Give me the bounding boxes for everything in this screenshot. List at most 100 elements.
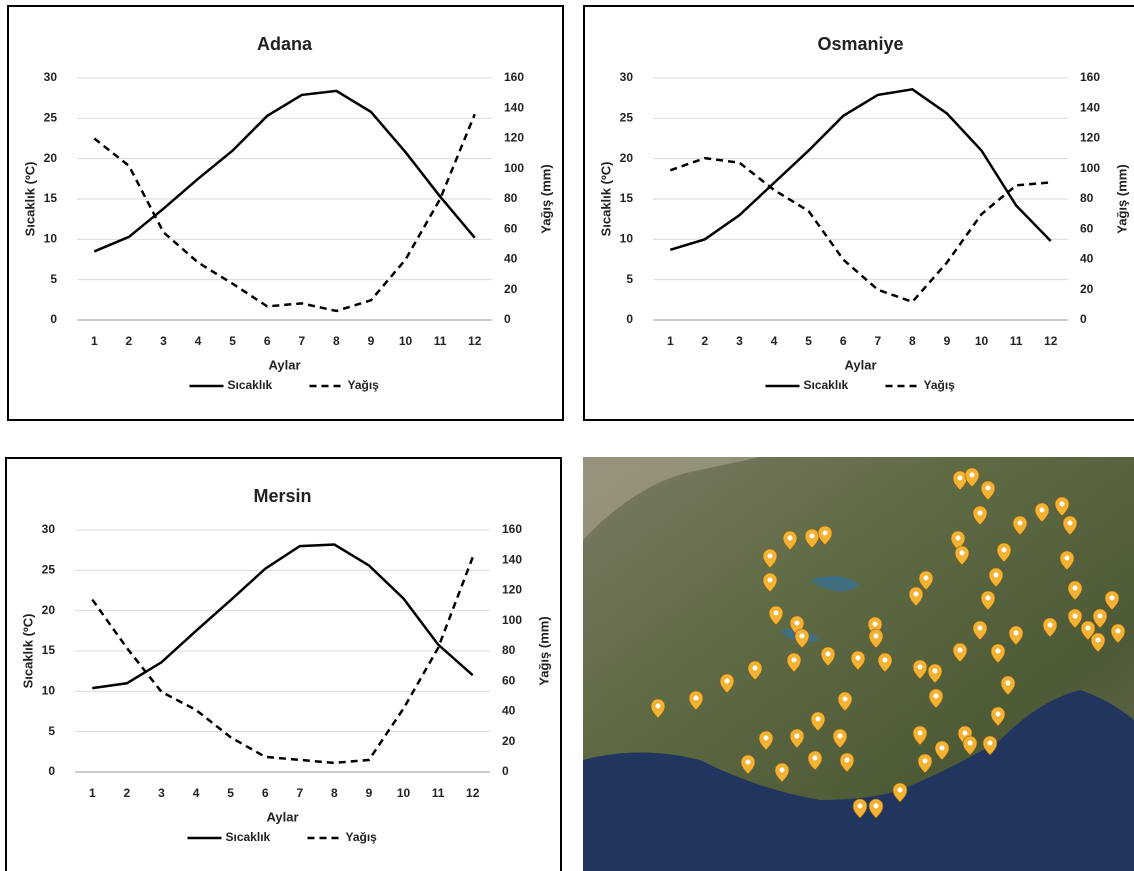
y2-tick-label: 20	[504, 282, 518, 296]
x-tick-label: 9	[944, 334, 951, 348]
x-tick-label: 5	[227, 786, 234, 800]
y-tick-label: 30	[44, 70, 58, 84]
map-pin-dot	[845, 758, 850, 763]
x-tick-label: 10	[975, 334, 989, 348]
y-axis-title: Sıcaklık (ºC)	[598, 162, 613, 237]
y2-tick-label: 0	[504, 312, 511, 326]
map-pin-dot	[874, 634, 879, 639]
x-tick-label: 6	[264, 334, 271, 348]
y-tick-label: 5	[50, 272, 57, 286]
x-tick-label: 11	[432, 786, 445, 800]
map-pin-dot	[813, 756, 818, 761]
x-axis-title: Aylar	[266, 809, 298, 824]
map-pin-dot	[970, 473, 975, 478]
x-tick-label: 8	[909, 334, 916, 348]
map-pin-dot	[746, 760, 751, 765]
x-tick-label: 2	[126, 334, 133, 348]
x-tick-label: 12	[1044, 334, 1058, 348]
y-tick-label: 0	[50, 312, 57, 326]
map-pin-dot	[858, 804, 863, 809]
x-tick-label: 8	[333, 334, 340, 348]
x-tick-label: 2	[702, 334, 709, 348]
x-tick-label: 6	[262, 786, 269, 800]
map-pin-dot	[1116, 629, 1121, 634]
map-pin-dot	[788, 536, 793, 541]
map-pin-dot	[988, 741, 993, 746]
y-tick-label: 0	[626, 312, 633, 326]
map-pin-dot	[996, 649, 1001, 654]
map-pin-dot	[1002, 548, 1007, 553]
y-axis-title: Sıcaklık (ºC)	[22, 162, 37, 237]
x-tick-label: 7	[874, 334, 881, 348]
y-tick-label: 5	[626, 272, 633, 286]
y2-tick-label: 120	[1080, 131, 1100, 145]
y-tick-label: 25	[620, 111, 634, 125]
map-pin-dot	[1018, 521, 1023, 526]
map-pin-dot	[725, 679, 730, 684]
map-pin-dot	[764, 736, 769, 741]
map-pin-dot	[753, 666, 758, 671]
y2-tick-label: 40	[502, 704, 516, 718]
x-tick-label: 4	[771, 334, 778, 348]
map-pin-dot	[843, 697, 848, 702]
y2-tick-label: 120	[504, 131, 524, 145]
y-axis-title: Sıcaklık (ºC)	[20, 614, 35, 689]
map-pin-dot	[918, 731, 923, 736]
y2-tick-label: 0	[1080, 312, 1087, 326]
y2-axis-title: Yağış (mm)	[536, 616, 551, 685]
map-pin-dot	[694, 696, 699, 701]
y-tick-label: 5	[48, 724, 55, 738]
x-tick-label: 10	[397, 786, 411, 800]
map-pin-dot	[960, 551, 965, 556]
y2-tick-label: 140	[1080, 100, 1100, 114]
y-tick-label: 30	[42, 522, 56, 536]
y-tick-label: 15	[42, 643, 56, 657]
x-tick-label: 1	[89, 786, 96, 800]
map-pin-dot	[795, 621, 800, 626]
y2-tick-label: 160	[502, 522, 522, 536]
map-pin-dot	[994, 573, 999, 578]
map-pin-dot	[873, 622, 878, 627]
map-pin-dot	[1048, 623, 1053, 628]
legend-label: Sıcaklık	[228, 378, 273, 392]
x-tick-label: 3	[158, 786, 165, 800]
y2-tick-label: 40	[504, 252, 518, 266]
x-tick-label: 1	[91, 334, 98, 348]
map-pin-dot	[923, 759, 928, 764]
map-pin-dot	[780, 768, 785, 773]
y2-tick-label: 80	[502, 643, 516, 657]
map-pin-dot	[918, 665, 923, 670]
y2-tick-label: 140	[502, 552, 522, 566]
figure: Adana05101520253002040608010012014016012…	[0, 0, 1134, 871]
map-pin-dot	[924, 576, 929, 581]
map-pin-dot	[856, 656, 861, 661]
legend-label: Sıcaklık	[804, 378, 849, 392]
y2-tick-label: 120	[502, 583, 522, 597]
x-tick-label: 12	[468, 334, 482, 348]
chart-title: Osmaniye	[817, 34, 903, 54]
legend-label: Yağış	[348, 378, 380, 392]
x-axis-title: Aylar	[844, 357, 876, 372]
map-pin-dot	[656, 704, 661, 709]
y-tick-label: 10	[42, 684, 56, 698]
map-pin-dot	[956, 536, 961, 541]
y2-tick-label: 80	[504, 191, 518, 205]
y-tick-label: 0	[48, 764, 55, 778]
y2-tick-label: 140	[504, 100, 524, 114]
map-pin-dot	[792, 658, 797, 663]
x-tick-label: 12	[466, 786, 480, 800]
y2-tick-label: 80	[1080, 191, 1094, 205]
y-tick-label: 20	[42, 603, 56, 617]
chart: Mersin0510152025300204060801001201401601…	[6, 458, 561, 871]
y-tick-label: 20	[44, 151, 58, 165]
y2-tick-label: 160	[1080, 70, 1100, 84]
map-pin-dot	[774, 611, 779, 616]
legend-label: Yağış	[924, 378, 956, 392]
y2-tick-label: 100	[1080, 161, 1100, 175]
x-tick-label: 4	[195, 334, 202, 348]
map-pin-dot	[874, 804, 879, 809]
map-pin-dot	[986, 486, 991, 491]
map-pin-dot	[898, 788, 903, 793]
x-tick-label: 3	[736, 334, 743, 348]
